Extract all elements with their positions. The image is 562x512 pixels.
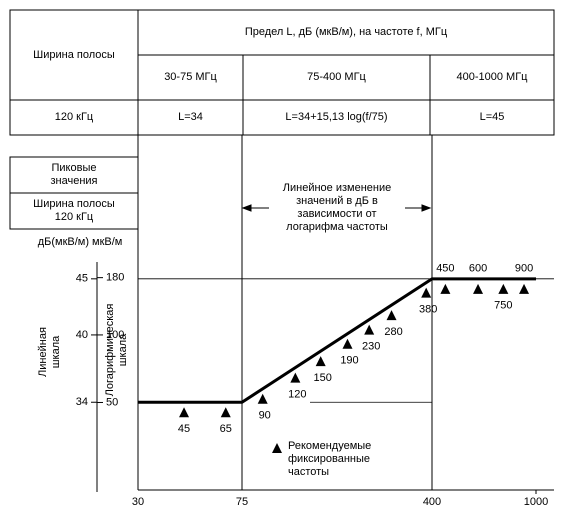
frequency-marker <box>257 393 268 404</box>
y-tick-label: 40 <box>76 329 88 341</box>
frequency-marker <box>421 287 432 298</box>
limit-line <box>138 277 536 404</box>
y2-tick-label: 180 <box>106 272 124 284</box>
frequency-label: 190 <box>340 355 358 367</box>
y-axis-label: дБ(мкВ/м) <box>38 236 89 248</box>
frequency-label: 900 <box>515 263 533 275</box>
left-box-text: Пиковые значения <box>50 162 98 187</box>
y-tick-label: 34 <box>76 396 88 408</box>
frequency-marker <box>342 338 353 349</box>
annotation-text: Линейное изменение значений в дБ в завис… <box>282 182 392 233</box>
frequency-marker <box>220 407 231 418</box>
row-cell: L=45 <box>430 100 554 135</box>
row-cell: L=34 <box>138 100 243 135</box>
header-cell: Ширина полосы <box>10 10 138 100</box>
frequency-label: 380 <box>419 304 437 316</box>
y2-tick-label: 100 <box>106 329 124 341</box>
legend-marker <box>272 443 282 453</box>
row-text: L=34+15,13 log(f/75) <box>285 111 388 123</box>
frequency-marker <box>386 310 397 321</box>
left-box: Ширина полосы 120 кГц <box>10 193 138 229</box>
frequency-label: 150 <box>313 372 331 384</box>
range-text: 400-1000 МГц <box>456 71 528 83</box>
row-cell: 120 кГц <box>10 100 138 135</box>
left-box-text: Ширина полосы 120 кГц <box>33 198 115 223</box>
frequency-label: 750 <box>494 300 512 312</box>
frequency-marker <box>364 324 375 335</box>
frequency-label: 120 <box>288 388 306 400</box>
frequency-marker <box>498 283 509 294</box>
y2-axis-title: Логарифмическая шкала <box>102 300 132 400</box>
x-tick-label: 30 <box>132 496 144 508</box>
frequency-label: 90 <box>259 410 271 422</box>
range-cell: 75-400 МГц <box>243 55 430 100</box>
range-cell: 30-75 МГц <box>138 55 243 100</box>
frequency-marker <box>519 283 530 294</box>
legend-text: Рекомендуемые фиксированные частоты <box>288 440 372 478</box>
frequency-label: 230 <box>362 341 380 353</box>
y2-axis-label: мкВ/м <box>92 236 122 248</box>
header-text: Предел L, дБ (мкВ/м), на частоте f, МГц <box>244 26 448 38</box>
x-tick-label: 75 <box>236 496 248 508</box>
y-axis-title: Линейная шкала <box>35 312 65 392</box>
y-axis-title-text: Линейная шкала <box>37 327 62 377</box>
frequency-marker <box>315 356 326 367</box>
frequency-label: 600 <box>469 263 487 275</box>
frequency-label: 280 <box>384 326 402 338</box>
y-tick-label: 45 <box>76 273 88 285</box>
frequency-label: 65 <box>220 423 232 435</box>
frequency-label: 450 <box>436 263 454 275</box>
frequency-marker <box>290 372 301 383</box>
y2-axis-title-text: Логарифмическая шкала <box>104 303 129 397</box>
row-text: L=45 <box>479 111 505 123</box>
header-cell: Предел L, дБ (мкВ/м), на частоте f, МГц <box>138 10 554 55</box>
frequency-marker <box>179 407 190 418</box>
y2-tick-label: 50 <box>106 396 118 408</box>
x-tick-label: 1000 <box>524 496 548 508</box>
frequency-label: 45 <box>178 423 190 435</box>
x-tick-label: 400 <box>423 496 441 508</box>
frequency-marker <box>473 283 484 294</box>
left-box: Пиковые значения <box>10 157 138 193</box>
row-cell: L=34+15,13 log(f/75) <box>243 100 430 135</box>
frequency-marker <box>440 283 451 294</box>
range-cell: 400-1000 МГц <box>430 55 554 100</box>
range-text: 75-400 МГц <box>307 71 366 83</box>
header-text: Ширина полосы <box>33 48 115 61</box>
annotation: Линейное изменение значений в дБ в завис… <box>269 180 405 236</box>
table-frame <box>9 9 555 230</box>
legend: Рекомендуемые фиксированные частоты <box>284 440 384 484</box>
row-text: 120 кГц <box>54 111 94 123</box>
row-text: L=34 <box>178 111 203 123</box>
range-text: 30-75 МГц <box>164 71 217 83</box>
